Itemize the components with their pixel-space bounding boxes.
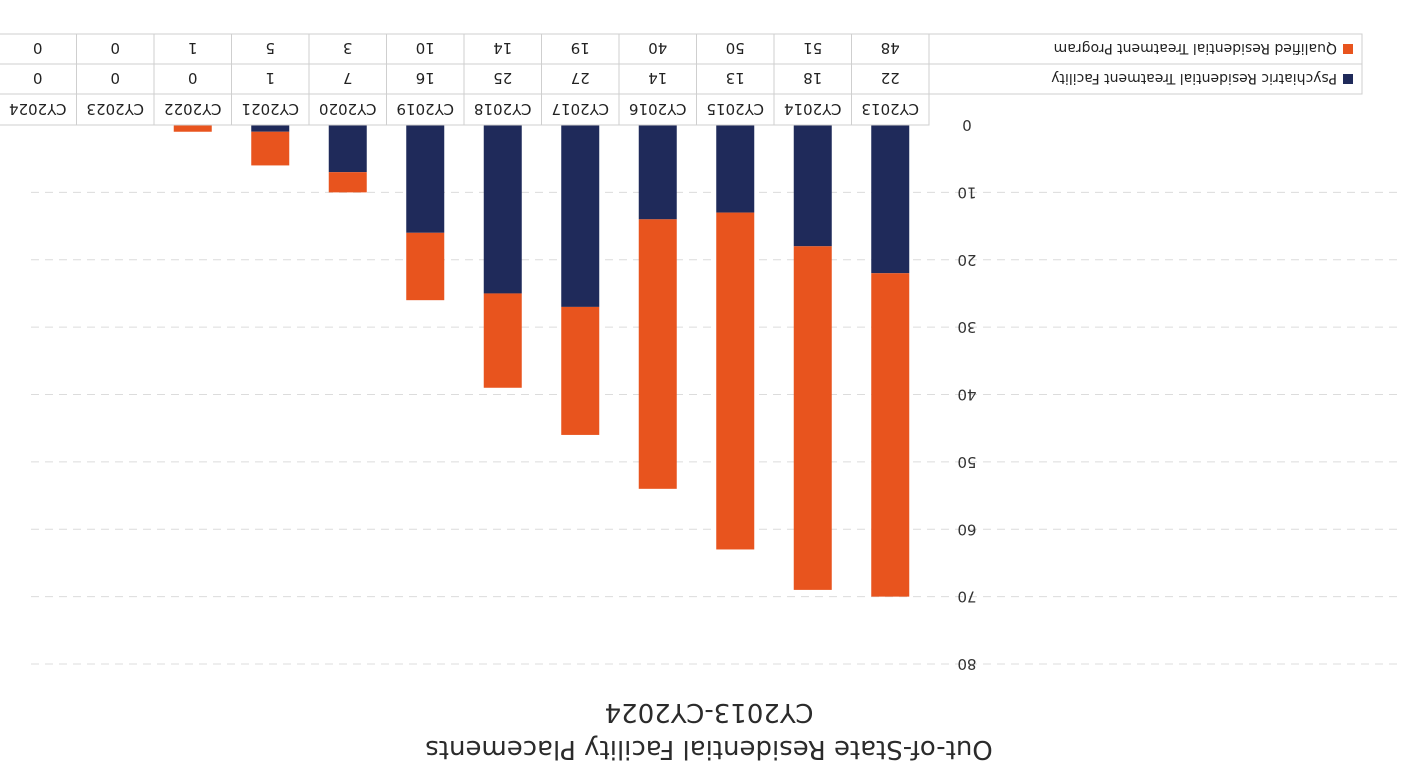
x-tick-label: CY2022 xyxy=(164,100,222,118)
data-label: 14 xyxy=(648,69,667,87)
bar-segment xyxy=(251,125,290,132)
bar-segment xyxy=(483,293,522,388)
data-label: 18 xyxy=(803,69,822,87)
legend-swatch xyxy=(1343,74,1353,84)
legend-swatch xyxy=(1343,44,1353,54)
data-label: 5 xyxy=(265,39,275,57)
data-label: 22 xyxy=(881,69,900,87)
bar-segment xyxy=(251,131,290,166)
x-tick-label: CY2013 xyxy=(861,100,919,118)
x-tick-label: CY2018 xyxy=(474,100,532,118)
bar-segment xyxy=(483,125,522,294)
data-label: 0 xyxy=(33,69,43,87)
data-label: 51 xyxy=(803,39,822,57)
data-label: 10 xyxy=(416,39,435,57)
data-label: 0 xyxy=(110,69,120,87)
data-table: CY2013 CY2014 CY2015 CY2016 CY2017 CY2018 CY20… xyxy=(0,33,1363,126)
bar-segment xyxy=(638,219,677,489)
data-label: 14 xyxy=(493,39,512,57)
bar-segment xyxy=(716,212,755,550)
data-label: 1 xyxy=(265,69,275,87)
y-axis: 0 10 20 30 40 50 60 70 80 xyxy=(957,116,976,673)
bar-segment xyxy=(871,125,910,274)
table-cell xyxy=(0,33,77,65)
bars xyxy=(173,125,910,597)
data-label: 16 xyxy=(416,69,435,87)
bar-segment xyxy=(716,125,755,213)
bar-segment xyxy=(871,273,910,597)
gridlines xyxy=(27,191,1397,665)
x-tick-label: CY2014 xyxy=(784,100,842,118)
data-label: 3 xyxy=(343,39,353,57)
x-tick-label: CY2024 xyxy=(9,100,67,118)
y-tick-label: 80 xyxy=(957,655,976,673)
y-tick-label: 10 xyxy=(957,183,976,201)
x-tick-label: CY2023 xyxy=(86,100,144,118)
bar-segment xyxy=(328,172,367,193)
x-tick-label: CY2019 xyxy=(396,100,454,118)
y-tick-label: 50 xyxy=(957,453,976,471)
chart-title-group: Out-of-State Residential Facility Placem… xyxy=(425,697,993,764)
bar-segment xyxy=(793,246,832,590)
bar-segment xyxy=(638,125,677,220)
data-label: 48 xyxy=(881,39,900,57)
data-label: 50 xyxy=(726,39,745,57)
data-label: 13 xyxy=(726,69,745,87)
data-label: 7 xyxy=(343,69,353,87)
chart-subtitle: CY2013-CY2024 xyxy=(605,697,814,727)
data-label: 27 xyxy=(571,69,590,87)
x-tick-label: CY2015 xyxy=(706,100,764,118)
y-tick-label: 30 xyxy=(957,318,976,336)
x-tick-label: CY2021 xyxy=(241,100,299,118)
y-tick-label: 20 xyxy=(957,251,976,269)
x-tick-label: CY2016 xyxy=(629,100,687,118)
data-label: 0 xyxy=(188,69,198,87)
data-label: 0 xyxy=(110,39,120,57)
data-label: 0 xyxy=(33,39,43,57)
bar-segment xyxy=(173,125,212,132)
x-tick-label: CY2017 xyxy=(551,100,609,118)
y-tick-label: 0 xyxy=(962,116,972,134)
bar-segment xyxy=(406,232,445,301)
y-tick-label: 70 xyxy=(957,588,976,606)
data-label: 19 xyxy=(571,39,590,57)
bar-segment xyxy=(328,125,367,173)
legend-label: Psychiatric Residential Treatment Facili… xyxy=(1051,70,1337,86)
bar-segment xyxy=(561,306,600,435)
data-label: 25 xyxy=(493,69,512,87)
x-tick-label: CY2020 xyxy=(319,100,377,118)
y-tick-label: 40 xyxy=(957,386,976,404)
data-label: 40 xyxy=(648,39,667,57)
chart-title: Out-of-State Residential Facility Placem… xyxy=(425,734,993,764)
data-label: 1 xyxy=(188,39,198,57)
bar-segment xyxy=(561,125,600,307)
y-tick-label: 60 xyxy=(957,520,976,538)
bar-segment xyxy=(406,125,445,233)
bar-segment xyxy=(793,125,832,247)
legend-label: Qualified Residential Treatment Program xyxy=(1054,40,1337,56)
